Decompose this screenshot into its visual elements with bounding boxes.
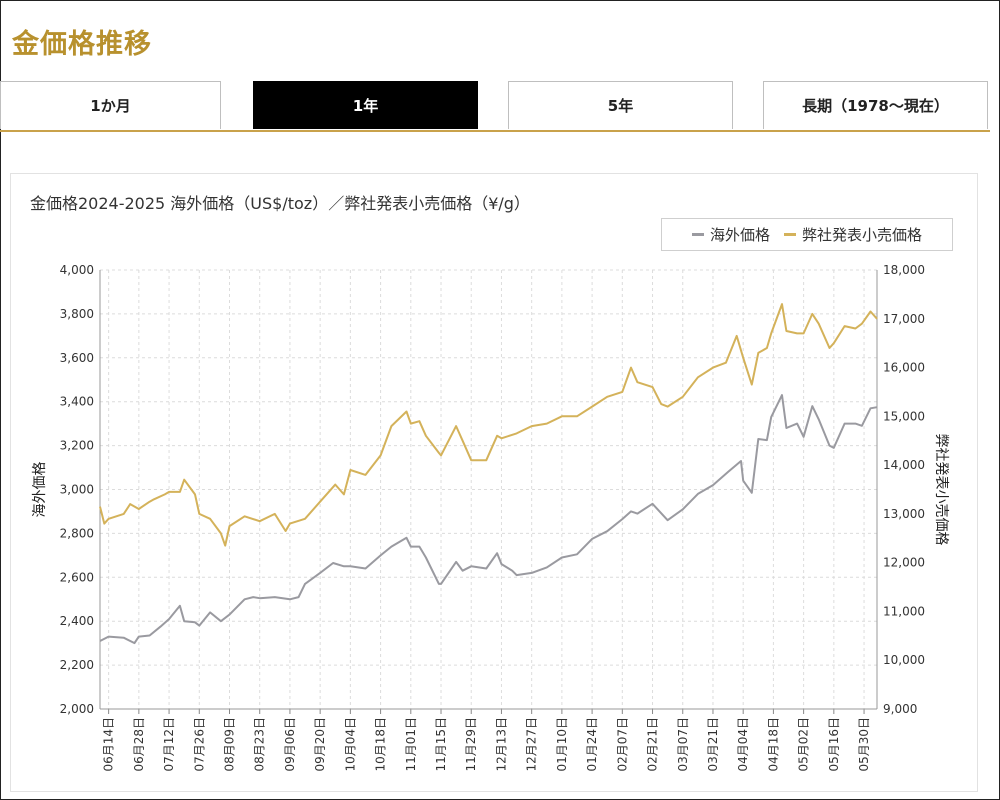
x-tick-label: 11月29日 bbox=[464, 717, 478, 772]
x-tick-label: 05月02日 bbox=[797, 717, 811, 772]
x-tick-label: 01月10日 bbox=[555, 717, 569, 772]
x-tick-label: 11月01日 bbox=[404, 717, 418, 772]
y-right-tick-label: 10,000 bbox=[883, 653, 925, 667]
chart-legend: 海外価格 弊社発表小売価格 bbox=[661, 218, 953, 251]
x-tick-label: 01月24日 bbox=[585, 717, 599, 772]
x-tick-label: 09月06日 bbox=[283, 717, 297, 772]
legend-swatch-overseas bbox=[691, 233, 704, 236]
tab-1-year[interactable]: 1年 bbox=[253, 81, 478, 129]
x-tick-label: 06月14日 bbox=[102, 717, 116, 772]
y-right-tick-label: 11,000 bbox=[883, 604, 925, 618]
series-line-overseas bbox=[99, 394, 878, 645]
x-tick-label: 10月18日 bbox=[374, 717, 388, 772]
x-tick-label: 12月27日 bbox=[525, 717, 539, 772]
x-tick-label: 12月13日 bbox=[494, 717, 508, 772]
x-tick-label: 08月09日 bbox=[223, 717, 237, 772]
y-left-tick-label: 2,800 bbox=[60, 526, 94, 540]
y-left-tick-label: 3,400 bbox=[60, 395, 94, 409]
period-tabs: 1か月 1年 5年 長期（1978〜現在） bbox=[0, 81, 1000, 132]
y-right-tick-label: 18,000 bbox=[883, 263, 925, 277]
legend-swatch-retail bbox=[784, 233, 796, 236]
x-tick-label: 10月04日 bbox=[343, 717, 357, 772]
y-left-tick-label: 2,400 bbox=[60, 614, 94, 628]
chart-title: 金価格2024-2025 海外価格（US$/toz）／弊社発表小売価格（¥/g） bbox=[30, 194, 530, 213]
y-left-tick-label: 3,600 bbox=[60, 351, 94, 365]
tab-1-month[interactable]: 1か月 bbox=[0, 81, 221, 129]
y-left-tick-label: 3,200 bbox=[60, 439, 94, 453]
y-right-tick-label: 9,000 bbox=[883, 702, 917, 716]
y-left-tick-label: 2,600 bbox=[60, 570, 94, 584]
x-tick-label: 03月21日 bbox=[706, 717, 720, 772]
y-right-tick-label: 16,000 bbox=[883, 361, 925, 375]
x-tick-label: 05月16日 bbox=[827, 717, 841, 772]
x-tick-label: 11月15日 bbox=[434, 717, 448, 772]
y-left-tick-label: 4,000 bbox=[60, 263, 94, 277]
tab-underline bbox=[0, 130, 990, 132]
y-left-axis-title: 海外価格 bbox=[32, 462, 48, 518]
legend-label-overseas: 海外価格 bbox=[709, 226, 770, 244]
x-tick-label: 08月23日 bbox=[253, 717, 267, 772]
x-tick-label: 04月04日 bbox=[736, 717, 750, 772]
x-tick-label: 04月18日 bbox=[766, 717, 780, 772]
x-tick-label: 09月20日 bbox=[313, 717, 327, 772]
y-left-tick-label: 3,800 bbox=[60, 307, 94, 321]
y-right-tick-label: 13,000 bbox=[883, 507, 925, 521]
x-tick-label: 02月07日 bbox=[615, 717, 629, 772]
x-tick-label: 06月28日 bbox=[132, 717, 146, 772]
x-tick-label: 05月30日 bbox=[857, 717, 871, 772]
legend-label-retail: 弊社発表小売価格 bbox=[802, 226, 923, 244]
y-right-tick-label: 14,000 bbox=[883, 458, 925, 472]
y-right-axis-title: 弊社発表小売価格 bbox=[933, 434, 949, 546]
page-title: 金価格推移 bbox=[12, 29, 152, 60]
y-right-tick-label: 17,000 bbox=[883, 312, 925, 326]
x-tick-label: 03月07日 bbox=[676, 717, 690, 772]
y-left-tick-label: 2,000 bbox=[60, 702, 94, 716]
tab-long-term[interactable]: 長期（1978〜現在） bbox=[763, 81, 988, 129]
legend-item-retail[interactable]: 弊社発表小売価格 bbox=[784, 224, 922, 245]
y-left-tick-label: 2,200 bbox=[60, 658, 94, 672]
series-line-retail bbox=[99, 303, 878, 547]
x-tick-label: 02月21日 bbox=[646, 717, 660, 772]
x-tick-label: 07月12日 bbox=[162, 717, 176, 772]
y-right-tick-label: 15,000 bbox=[883, 409, 925, 423]
y-left-tick-label: 3,000 bbox=[60, 483, 94, 497]
x-tick-label: 07月26日 bbox=[192, 717, 206, 772]
tab-5-years[interactable]: 5年 bbox=[508, 81, 733, 129]
y-right-tick-label: 12,000 bbox=[883, 556, 925, 570]
legend-item-overseas[interactable]: 海外価格 bbox=[691, 224, 770, 245]
